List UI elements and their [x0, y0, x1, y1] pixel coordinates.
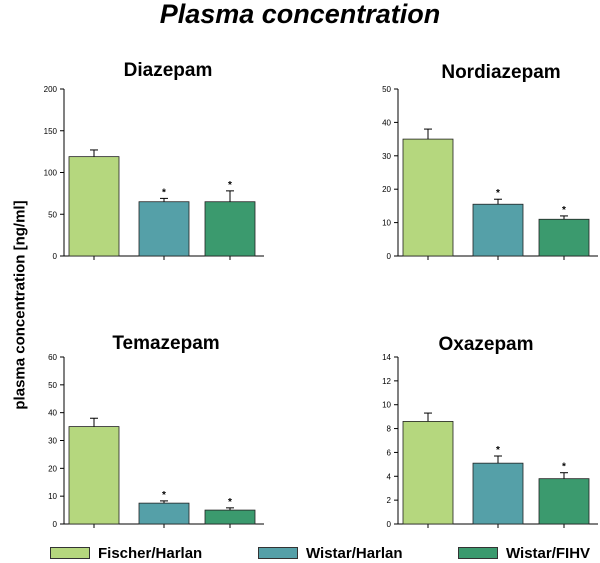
y-tick-label: 40 — [382, 118, 391, 127]
y-tick-label: 14 — [382, 353, 391, 362]
panel-title: Temazepam — [112, 333, 219, 354]
bar-nordiazepam-2 — [538, 218, 590, 257]
significance-marker: * — [562, 205, 566, 216]
y-tick-label: 10 — [382, 401, 391, 410]
legend-swatch — [458, 547, 498, 559]
significance-marker: * — [162, 490, 166, 501]
bar-diazepam-1 — [138, 201, 190, 257]
y-tick-label: 60 — [48, 353, 57, 362]
legend-label: Fischer/Harlan — [98, 545, 203, 562]
bar-oxazepam-2 — [538, 478, 590, 525]
y-tick-label: 30 — [48, 437, 57, 446]
y-tick-label: 2 — [387, 496, 392, 505]
figure-title: Plasma concentration — [159, 0, 441, 29]
bar-nordiazepam-0 — [402, 138, 454, 257]
y-tick-label: 8 — [387, 425, 392, 434]
y-tick-label: 20 — [48, 464, 57, 473]
y-tick-label: 12 — [382, 377, 391, 386]
y-tick-label: 100 — [44, 169, 58, 178]
significance-marker: * — [562, 462, 566, 473]
y-tick-label: 0 — [53, 252, 58, 261]
chart-area: Diazepam050100150200**Nordiazepam0102030… — [44, 60, 598, 529]
legend-label: Wistar/Harlan — [306, 545, 403, 562]
y-tick-label: 30 — [382, 152, 391, 161]
panel-title: Nordiazepam — [441, 62, 560, 83]
bar-temazepam-1 — [138, 502, 190, 525]
bar-diazepam-2 — [204, 201, 256, 257]
y-tick-label: 0 — [387, 520, 392, 529]
panel-diazepam: Diazepam 0 50 100 150 200 * * — [44, 60, 264, 261]
y-tick-label: 20 — [382, 185, 391, 194]
bar-temazepam-0 — [68, 426, 120, 525]
panel-oxazepam: Oxazepam 0 2 4 6 8 10 12 14 * * — [382, 334, 598, 529]
panel-title: Oxazepam — [438, 334, 533, 355]
panel-nordiazepam: Nordiazepam 0 10 20 30 40 50 * * — [382, 62, 598, 261]
significance-marker: * — [496, 188, 500, 199]
y-tick-label: 50 — [382, 85, 391, 94]
panel-temazepam: Temazepam 0 10 20 30 40 50 60 * * — [48, 333, 264, 529]
significance-marker: * — [228, 180, 232, 191]
panel-title: Diazepam — [124, 60, 213, 81]
y-tick-label: 0 — [53, 520, 58, 529]
y-tick-label: 10 — [48, 492, 57, 501]
legend-swatch — [50, 547, 90, 559]
y-tick-label: 200 — [44, 85, 58, 94]
y-tick-label: 6 — [387, 448, 392, 457]
y-tick-label: 150 — [44, 127, 58, 136]
y-tick-label: 40 — [48, 409, 57, 418]
bar-diazepam-0 — [68, 156, 120, 257]
y-tick-label: 4 — [387, 472, 392, 481]
significance-marker: * — [228, 497, 232, 508]
bar-temazepam-2 — [204, 509, 256, 525]
significance-marker: * — [496, 445, 500, 456]
y-tick-label: 10 — [382, 219, 391, 228]
bar-oxazepam-0 — [402, 421, 454, 525]
y-tick-label: 50 — [48, 381, 57, 390]
legend-label: Wistar/FIHV — [506, 545, 591, 562]
legend-swatch — [258, 547, 298, 559]
bar-oxazepam-1 — [472, 462, 524, 525]
significance-marker: * — [162, 187, 166, 198]
y-tick-label: 0 — [387, 252, 392, 261]
y-tick-label: 50 — [48, 210, 57, 219]
bar-nordiazepam-1 — [472, 203, 524, 257]
